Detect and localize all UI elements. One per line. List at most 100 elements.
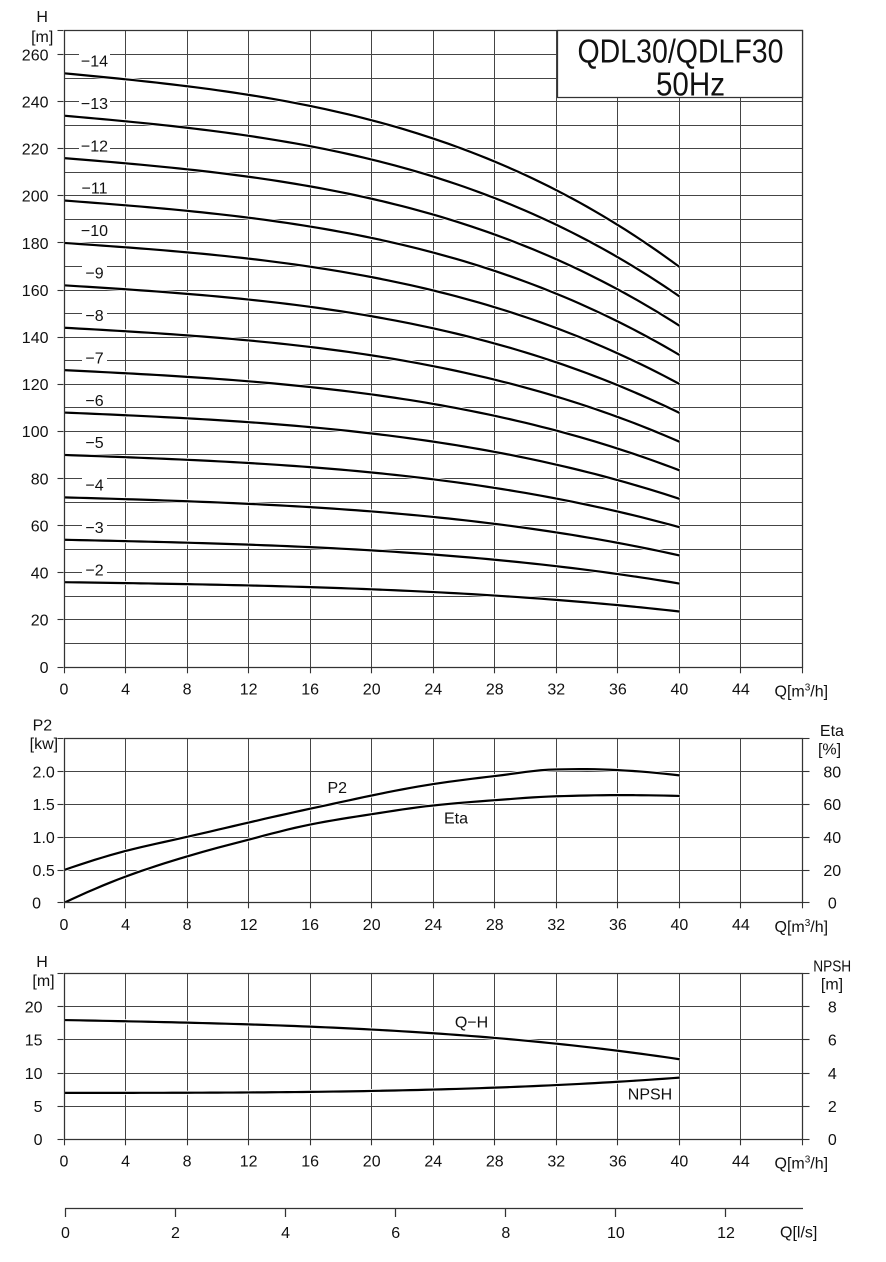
- svg-text:0: 0: [828, 896, 837, 913]
- svg-text:32: 32: [547, 1154, 565, 1171]
- svg-text:−12: −12: [81, 138, 108, 155]
- svg-text:60: 60: [823, 797, 841, 814]
- svg-text:[kw]: [kw]: [30, 736, 58, 753]
- svg-text:0: 0: [34, 1132, 43, 1149]
- svg-text:−6: −6: [85, 393, 103, 410]
- svg-text:32: 32: [547, 681, 565, 698]
- svg-text:28: 28: [486, 917, 504, 934]
- svg-text:2.0: 2.0: [33, 764, 55, 781]
- svg-text:100: 100: [22, 424, 49, 441]
- svg-text:0: 0: [61, 1225, 70, 1242]
- svg-text:140: 140: [22, 330, 49, 347]
- svg-text:44: 44: [732, 917, 750, 934]
- svg-text:40: 40: [671, 681, 689, 698]
- svg-text:80: 80: [823, 764, 841, 781]
- svg-text:15: 15: [25, 1033, 43, 1050]
- svg-text:40: 40: [671, 1154, 689, 1171]
- svg-text:1.0: 1.0: [33, 830, 55, 847]
- svg-text:20: 20: [25, 1000, 43, 1017]
- svg-text:0: 0: [60, 1154, 69, 1171]
- svg-text:16: 16: [301, 1154, 319, 1171]
- svg-text:0: 0: [40, 660, 49, 677]
- svg-text:16: 16: [301, 917, 319, 934]
- svg-text:Q[m3/h]: Q[m3/h]: [775, 682, 829, 700]
- svg-text:0: 0: [60, 681, 69, 698]
- svg-text:8: 8: [183, 917, 192, 934]
- svg-text:20: 20: [31, 613, 49, 630]
- svg-text:5: 5: [34, 1099, 43, 1116]
- svg-text:4: 4: [121, 681, 130, 698]
- svg-text:8: 8: [828, 1000, 837, 1017]
- svg-text:12: 12: [717, 1225, 735, 1242]
- svg-text:12: 12: [240, 681, 258, 698]
- svg-text:6: 6: [828, 1033, 837, 1050]
- svg-text:−4: −4: [85, 478, 103, 495]
- svg-text:−9: −9: [85, 266, 103, 283]
- svg-text:Q−H: Q−H: [455, 1014, 488, 1031]
- svg-text:40: 40: [671, 917, 689, 934]
- svg-text:50Hz: 50Hz: [656, 67, 725, 104]
- svg-text:120: 120: [22, 377, 49, 394]
- svg-text:4: 4: [121, 1154, 130, 1171]
- svg-text:24: 24: [424, 1154, 442, 1171]
- svg-text:20: 20: [363, 1154, 381, 1171]
- svg-text:P2: P2: [33, 718, 53, 735]
- svg-text:28: 28: [486, 681, 504, 698]
- svg-text:[%]: [%]: [818, 741, 841, 758]
- svg-text:4: 4: [281, 1225, 290, 1242]
- svg-text:Q[m3/h]: Q[m3/h]: [775, 918, 829, 936]
- svg-text:0: 0: [828, 1132, 837, 1149]
- svg-text:P2: P2: [328, 780, 348, 797]
- svg-text:36: 36: [609, 681, 627, 698]
- svg-text:36: 36: [609, 917, 627, 934]
- svg-text:[m]: [m]: [31, 29, 53, 46]
- svg-text:24: 24: [424, 681, 442, 698]
- svg-text:Eta: Eta: [820, 723, 844, 740]
- svg-text:28: 28: [486, 1154, 504, 1171]
- svg-text:180: 180: [22, 236, 49, 253]
- svg-text:4: 4: [121, 917, 130, 934]
- svg-text:240: 240: [22, 94, 49, 111]
- svg-text:40: 40: [31, 566, 49, 583]
- svg-text:−8: −8: [85, 308, 103, 325]
- svg-text:200: 200: [22, 189, 49, 206]
- svg-text:20: 20: [363, 917, 381, 934]
- svg-text:8: 8: [183, 681, 192, 698]
- svg-text:20: 20: [823, 863, 841, 880]
- svg-text:0: 0: [60, 917, 69, 934]
- svg-text:NPSH: NPSH: [813, 959, 851, 976]
- svg-text:QDL30/QDLF30: QDL30/QDLF30: [578, 34, 784, 71]
- svg-text:10: 10: [25, 1066, 43, 1083]
- svg-text:80: 80: [31, 471, 49, 488]
- svg-text:12: 12: [240, 917, 258, 934]
- svg-text:H: H: [36, 9, 48, 26]
- svg-text:4: 4: [828, 1066, 837, 1083]
- svg-text:220: 220: [22, 142, 49, 159]
- svg-text:2: 2: [828, 1099, 837, 1116]
- svg-text:160: 160: [22, 283, 49, 300]
- svg-text:36: 36: [609, 1154, 627, 1171]
- svg-text:20: 20: [363, 681, 381, 698]
- svg-text:10: 10: [607, 1225, 625, 1242]
- svg-text:8: 8: [501, 1225, 510, 1242]
- svg-text:60: 60: [31, 518, 49, 535]
- svg-text:Q[l/s]: Q[l/s]: [780, 1224, 817, 1241]
- svg-text:−2: −2: [85, 562, 103, 579]
- svg-text:32: 32: [547, 917, 565, 934]
- svg-text:−11: −11: [82, 181, 108, 198]
- svg-text:6: 6: [391, 1225, 400, 1242]
- svg-text:Q[m3/h]: Q[m3/h]: [775, 1155, 829, 1173]
- svg-text:[m]: [m]: [32, 973, 54, 990]
- svg-text:0: 0: [32, 896, 41, 913]
- svg-text:24: 24: [424, 917, 442, 934]
- svg-text:260: 260: [22, 47, 49, 64]
- svg-text:Eta: Eta: [444, 811, 468, 828]
- svg-text:−7: −7: [85, 350, 103, 367]
- svg-text:40: 40: [823, 830, 841, 847]
- svg-text:8: 8: [183, 1154, 192, 1171]
- svg-text:16: 16: [301, 681, 319, 698]
- svg-text:−14: −14: [81, 54, 108, 71]
- svg-text:H: H: [36, 954, 48, 971]
- svg-text:−3: −3: [85, 520, 103, 537]
- svg-text:12: 12: [240, 1154, 258, 1171]
